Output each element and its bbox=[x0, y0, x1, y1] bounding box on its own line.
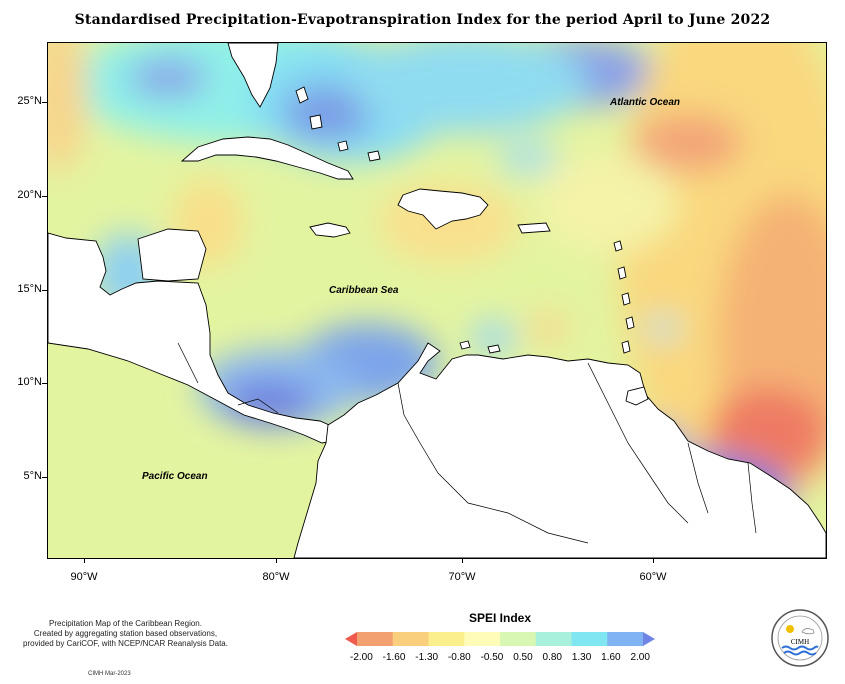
legend-value: -0.50 bbox=[480, 652, 504, 663]
map-caption: Precipitation Map of the Caribbean Regio… bbox=[8, 619, 243, 649]
caption-line: provided by CariCOF, with NCEP/NCAR Rean… bbox=[23, 639, 228, 648]
legend-swatch bbox=[392, 632, 429, 646]
lon-tick-mark bbox=[84, 558, 85, 563]
legend-value: 1.60 bbox=[601, 652, 621, 663]
logo-text: CIMH bbox=[791, 638, 809, 646]
legend-value: 2.00 bbox=[630, 652, 650, 663]
lat-tick-10n: 10°N bbox=[17, 376, 42, 388]
lat-tick-25n: 25°N bbox=[17, 95, 42, 107]
lat-tick-mark bbox=[42, 102, 47, 103]
legend-value: -2.00 bbox=[350, 652, 373, 663]
legend-swatch bbox=[357, 632, 394, 646]
lat-tick-5n: 5°N bbox=[23, 470, 42, 482]
lon-tick-mark bbox=[653, 558, 654, 563]
caption-line: Precipitation Map of the Caribbean Regio… bbox=[49, 619, 202, 628]
spei-map: Atlantic Ocean Caribbean Sea Pacific Oce… bbox=[47, 42, 827, 559]
lat-tick-20n: 20°N bbox=[17, 189, 42, 201]
lat-tick-15n: 15°N bbox=[17, 283, 42, 295]
caribbean-sea-label: Caribbean Sea bbox=[329, 285, 399, 296]
caption-line: Created by aggregating station based obs… bbox=[33, 629, 218, 638]
legend-title: SPEI Index bbox=[468, 611, 532, 625]
country-borders bbox=[177, 342, 757, 544]
legend-value: 0.80 bbox=[542, 652, 562, 663]
legend-value: -1.60 bbox=[382, 652, 406, 663]
lat-tick-mark bbox=[42, 383, 47, 384]
legend-value: 0.50 bbox=[513, 652, 533, 663]
lat-tick-mark bbox=[42, 196, 47, 197]
landmasses bbox=[48, 43, 826, 558]
lat-tick-mark bbox=[42, 290, 47, 291]
map-title: Standardised Precipitation-Evapotranspir… bbox=[74, 12, 771, 28]
pacific-ocean-label: Pacific Ocean bbox=[142, 471, 208, 482]
legend-value: 1.30 bbox=[571, 652, 592, 663]
lat-tick-mark bbox=[42, 477, 47, 478]
atlantic-ocean-label: Atlantic Ocean bbox=[610, 97, 681, 108]
cimh-logo: CIMH bbox=[771, 609, 829, 667]
legend-swatch bbox=[571, 632, 608, 646]
spei-map-graphic bbox=[48, 43, 826, 558]
credit-text: CIMH Mar-2023 bbox=[88, 671, 131, 677]
legend-swatch bbox=[607, 632, 644, 646]
legend-swatch bbox=[643, 632, 655, 646]
legend-value: -0.80 bbox=[447, 652, 471, 663]
legend-swatch bbox=[535, 632, 572, 646]
lon-tick-80w: 80°W bbox=[262, 571, 290, 583]
lon-tick-70w: 70°W bbox=[448, 571, 476, 583]
lon-tick-mark bbox=[462, 558, 463, 563]
legend-swatch bbox=[345, 632, 357, 646]
legend-swatch bbox=[500, 632, 537, 646]
legend-swatch bbox=[428, 632, 465, 646]
lon-tick-mark bbox=[276, 558, 277, 563]
legend-swatch bbox=[464, 632, 501, 646]
legend-color-bar bbox=[345, 632, 655, 646]
lon-tick-90w: 90°W bbox=[70, 571, 98, 583]
lon-tick-60w: 60°W bbox=[639, 571, 667, 583]
legend-value: -1.30 bbox=[415, 652, 439, 663]
legend-labels: -2.00 -1.60 -1.30 -0.80 -0.50 0.50 0.80 … bbox=[350, 652, 650, 663]
